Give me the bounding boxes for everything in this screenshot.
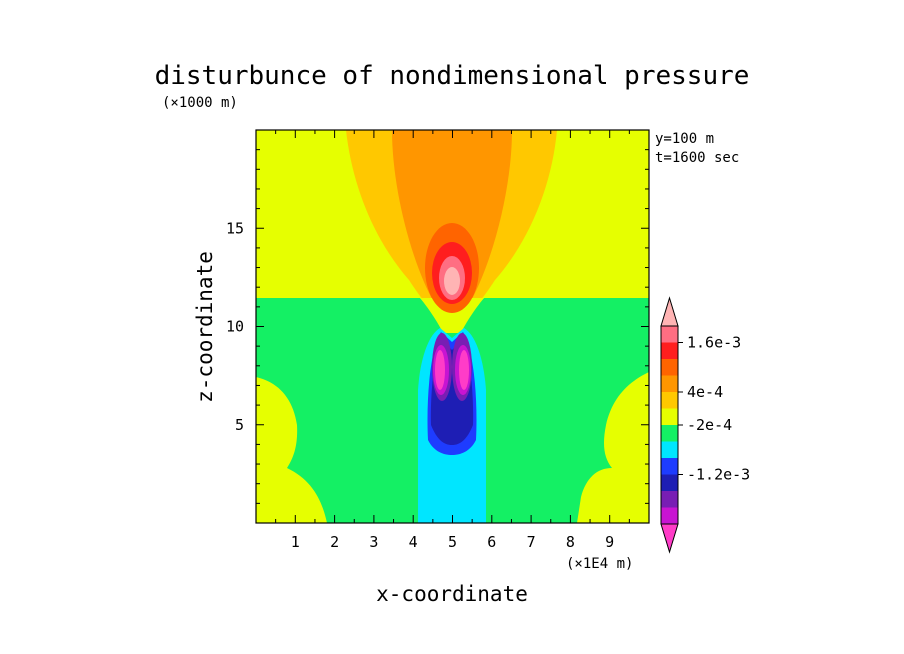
chart-title: disturbunce of nondimensional pressure [155, 61, 750, 91]
x-tick-label: 6 [487, 533, 496, 551]
y-unit-label: (×1000 m) [162, 95, 238, 111]
y-axis-label: z-coordinate [193, 251, 217, 403]
colorbar-bottom-triangle [660, 523, 679, 554]
x-tick-label: 2 [330, 533, 339, 551]
x-tick-label: 1 [291, 533, 300, 551]
y-tick-label: 10 [226, 318, 244, 336]
colorbar [660, 296, 679, 554]
axis-ticks [256, 130, 649, 523]
x-tick-label: 4 [409, 533, 418, 551]
colorbar-block [661, 392, 678, 409]
colorbar-block [661, 507, 678, 524]
annotation-y: y=100 m [655, 131, 714, 147]
contour-core-right [459, 350, 469, 390]
colorbar-label: 4e-4 [687, 383, 723, 401]
colorbar-labels: 1.6e-3 4e-4 -2e-4 -1.2e-3 [678, 334, 750, 484]
colorbar-block [661, 425, 678, 442]
y-tick-label: 15 [226, 219, 244, 237]
colorbar-block [661, 359, 678, 376]
colorbar-block [661, 474, 678, 491]
x-axis-label: x-coordinate [376, 582, 528, 606]
colorbar-block [661, 342, 678, 359]
contour-field [256, 130, 649, 523]
colorbar-top-triangle [660, 296, 679, 327]
colorbar-block [661, 441, 678, 458]
colorbar-label: 1.6e-3 [687, 334, 741, 352]
colorbar-label: -2e-4 [687, 416, 732, 434]
colorbar-block [661, 491, 678, 508]
x-unit-label: (×1E4 m) [566, 556, 633, 572]
x-tick-label: 3 [369, 533, 378, 551]
colorbar-block [661, 408, 678, 425]
axis-tick-labels: 1 2 3 4 5 6 7 8 9 5 10 15 [226, 219, 614, 551]
colorbar-block [661, 458, 678, 475]
x-tick-label: 7 [527, 533, 536, 551]
x-tick-label: 9 [605, 533, 614, 551]
contour-high-4 [444, 267, 460, 295]
annotation-t: t=1600 sec [655, 150, 739, 166]
colorbar-label: -1.2e-3 [687, 466, 750, 484]
contour-core-left [435, 350, 445, 390]
colorbar-block [661, 326, 678, 343]
colorbar-block [661, 375, 678, 392]
contour-green-dip [420, 298, 484, 333]
y-tick-label: 5 [235, 416, 244, 434]
x-tick-label: 5 [448, 533, 457, 551]
x-tick-label: 8 [566, 533, 575, 551]
